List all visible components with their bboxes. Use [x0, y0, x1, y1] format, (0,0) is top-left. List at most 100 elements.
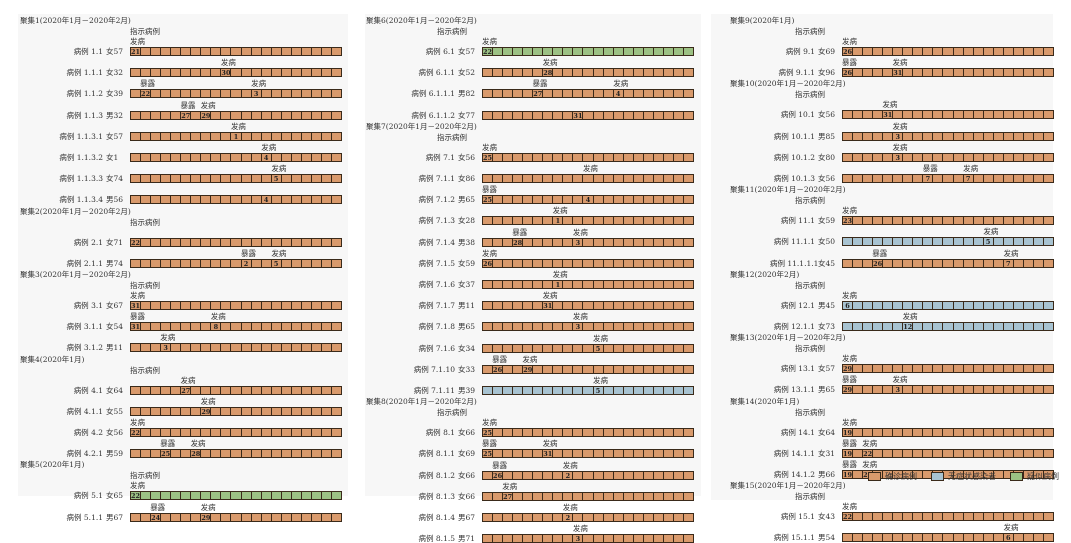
timeline-day-cell: [973, 131, 984, 141]
timeline-day-cell: [633, 386, 644, 395]
timeline-day-cell: [1033, 470, 1044, 479]
timeline-day-cell: [1023, 131, 1034, 141]
timeline-day-cell: [543, 470, 554, 480]
timeline-day-cell: [231, 301, 242, 310]
timeline-day-cell: [221, 110, 232, 120]
timeline-day-cell: [1043, 237, 1054, 247]
case-sex-age: 男65: [458, 195, 476, 205]
timeline-day-cell: [973, 152, 984, 162]
timeline-day-cell: [903, 448, 914, 458]
timeline-day-cell: [1023, 385, 1034, 395]
exposure-onset-note: 发病: [842, 290, 857, 300]
timeline-day-cell: [663, 195, 674, 205]
timeline-day-cell: [1013, 322, 1024, 331]
timeline-day-cell: [311, 153, 322, 162]
timeline-day-cell: [533, 195, 544, 205]
case-label: 病例 2.1.1: [66, 258, 103, 268]
timeline-day-cell: [181, 449, 192, 459]
timeline-day-cell: [513, 110, 524, 120]
timeline-day-cell: [883, 427, 894, 437]
timeline-day-cell: [141, 153, 152, 162]
case-label: 病例 9.1: [785, 47, 815, 56]
index-case-header: 指示病例: [795, 90, 825, 100]
timeline-day-cell: [673, 386, 684, 395]
exposure-onset-note: 发病: [482, 142, 497, 152]
timeline-day-cell: [241, 237, 252, 247]
timeline-day-cell: [291, 385, 302, 395]
timeline-day-cell: [251, 153, 262, 162]
timeline-date-mark: 19: [842, 448, 854, 458]
timeline-day-cell: [673, 216, 684, 226]
timeline-day-cell: [141, 174, 152, 184]
timeline-strip: 27: [482, 491, 694, 501]
index-case-header: 指示病例: [130, 365, 160, 375]
case-sex-age: 女32: [106, 68, 124, 78]
exposure-onset-note: 发病: [230, 121, 246, 131]
timeline-strip: 25 4: [482, 195, 694, 205]
timeline-day-cell: [983, 448, 994, 458]
case-sex-age: 男11: [458, 301, 476, 311]
timeline-day-cell: [583, 216, 594, 226]
timeline-strip: 25 28: [130, 449, 342, 459]
timeline-day-cell: [653, 513, 664, 522]
timeline-day-cell: [603, 258, 614, 268]
timeline-day-cell: [883, 364, 894, 374]
timeline-date-mark: 26: [493, 364, 504, 374]
timeline-day-cell: [493, 47, 504, 56]
timeline-day-cell: [513, 47, 524, 56]
timeline-day-cell: [643, 258, 654, 268]
index-case-header: 指示病例: [437, 408, 467, 418]
timeline-day-cell: [953, 385, 964, 395]
timeline-day-cell: [1033, 47, 1044, 56]
timeline-day-cell: [261, 131, 272, 141]
timeline-day-cell: [251, 47, 262, 56]
timeline-day-cell: [251, 385, 262, 395]
timeline-day-cell: [613, 216, 624, 226]
timeline-day-cell: [543, 152, 554, 162]
timeline-day-cell: [271, 153, 282, 162]
exposure-onset-note: 发病: [892, 142, 908, 152]
timeline-day-cell: [573, 47, 584, 56]
timeline-day-cell: [893, 110, 904, 120]
timeline-day-cell: [271, 512, 282, 522]
timeline-day-cell: [623, 152, 634, 162]
timeline-day-cell: [973, 427, 984, 437]
onset-note: 发病: [562, 460, 578, 470]
timeline-strip: 3: [842, 131, 1054, 141]
timeline-day-cell: [983, 385, 994, 395]
timeline-day-cell: [623, 449, 634, 459]
timeline-day-cell: [261, 385, 272, 395]
timeline-day-cell: [311, 343, 322, 353]
timeline-day-cell: [643, 364, 654, 374]
case-label: 病例 7.1: [425, 152, 455, 162]
timeline-date-mark: 8: [211, 322, 222, 332]
timeline-day-cell: [613, 110, 624, 120]
timeline-day-cell: [623, 428, 634, 438]
timeline-day-cell: [683, 89, 694, 99]
timeline-day-cell: [623, 280, 634, 289]
case-sex-age: 女52: [458, 68, 476, 78]
timeline-day-cell: [673, 258, 684, 268]
timeline-day-cell: [503, 322, 514, 332]
timeline-day-cell: [603, 174, 614, 183]
timeline-day-cell: [171, 195, 182, 205]
case-sex-age: 女80: [818, 152, 836, 162]
timeline-day-cell: [171, 89, 182, 99]
timeline-day-cell: [653, 322, 664, 332]
timeline-day-cell: [923, 152, 934, 162]
timeline-day-cell: [643, 449, 654, 459]
timeline-day-cell: [963, 300, 974, 310]
timeline-strip: 25 31: [482, 449, 694, 459]
timeline-strip: 2: [482, 513, 694, 522]
timeline-day-cell: [291, 343, 302, 353]
timeline-date-mark: 30: [221, 68, 232, 78]
case-label: 病例 5.1: [73, 491, 103, 501]
timeline-day-cell: [211, 491, 222, 501]
timeline-day-cell: [141, 322, 152, 332]
timeline-day-cell: [573, 280, 584, 289]
case-sex-age: 女56: [106, 428, 124, 437]
timeline-day-cell: [523, 343, 534, 353]
timeline-day-cell: [953, 470, 964, 479]
timeline-day-cell: [221, 512, 232, 522]
timeline-day-cell: [311, 89, 322, 99]
